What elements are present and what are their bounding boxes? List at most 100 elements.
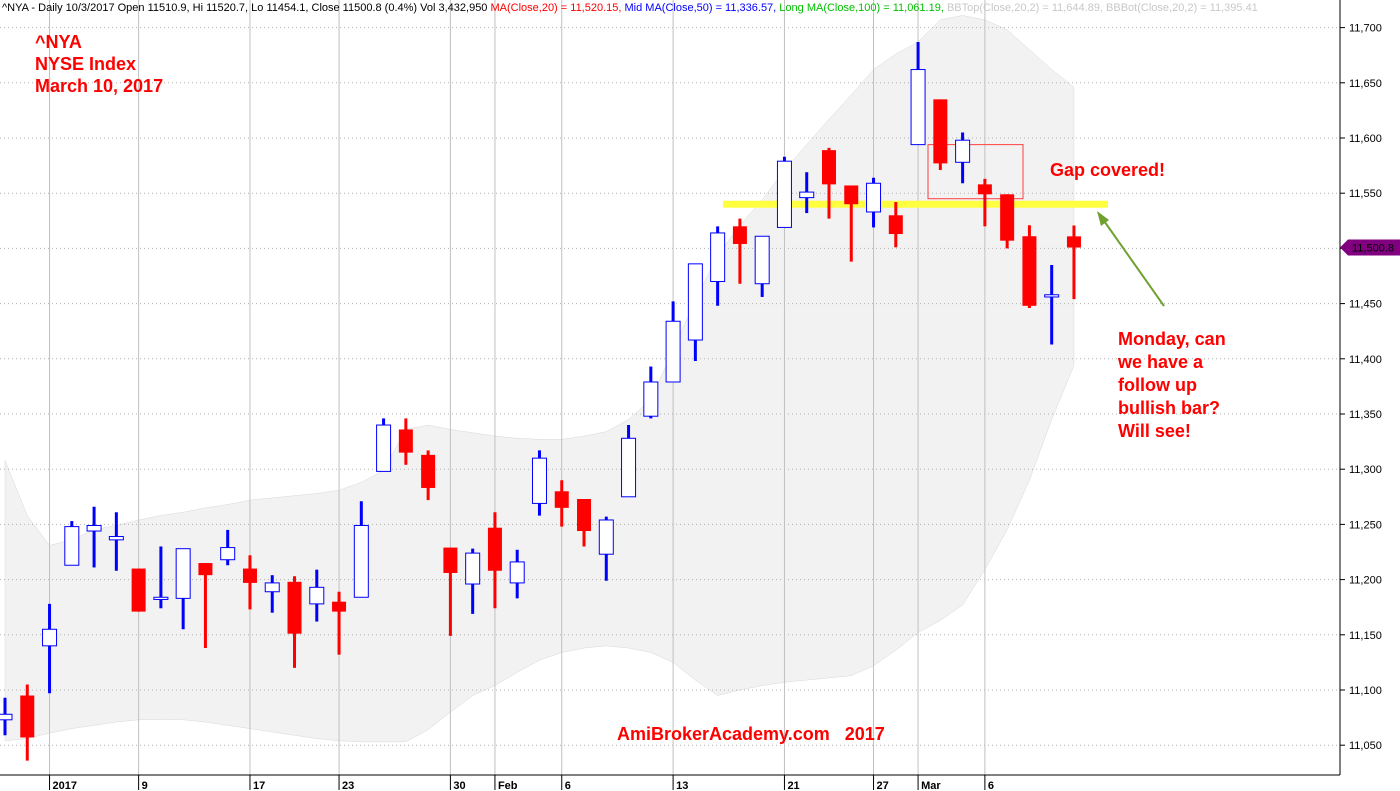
- header-segment: Long MA(Close,100) = 11,061.19,: [779, 2, 947, 14]
- comment-line: bullish bar?: [1118, 398, 1220, 418]
- x-tick-label: Feb: [498, 780, 518, 791]
- candle-body: [776, 160, 792, 228]
- candle-body: [1044, 294, 1060, 298]
- candle-body: [531, 457, 547, 504]
- candle-body: [220, 547, 236, 561]
- y-tick-label: 11,550: [1349, 188, 1382, 200]
- candle-body: [332, 601, 347, 612]
- candle-body: [754, 235, 770, 285]
- comment-line: we have a: [1117, 352, 1204, 372]
- arrow-shaft: [1101, 217, 1165, 307]
- candle-body: [687, 263, 703, 341]
- y-tick-label: 11,400: [1349, 354, 1382, 366]
- candle-body: [665, 320, 681, 383]
- x-tick-label: 2017: [53, 780, 77, 791]
- comment-line: follow up: [1118, 375, 1197, 395]
- marks-layer: [0, 41, 1108, 761]
- y-tick-label: 11,250: [1349, 519, 1382, 531]
- candle-body: [353, 524, 369, 598]
- candle-body: [131, 568, 146, 612]
- header-segment: MA(Close,20) = 11,520.15,: [490, 2, 624, 14]
- comment-line: Will see!: [1118, 421, 1191, 441]
- candle-body: [287, 581, 302, 634]
- candle-body: [955, 139, 971, 163]
- candle-body: [799, 191, 815, 199]
- x-tick-label: Mar: [921, 780, 941, 791]
- header-segment: Mid MA(Close,50) = 11,336.57,: [625, 2, 780, 14]
- candle-body: [86, 524, 102, 532]
- candle-body: [398, 429, 413, 453]
- candle-body: [554, 491, 569, 508]
- watermark: AmiBrokerAcademy.com 2017: [617, 724, 885, 744]
- comment-line: Monday, can: [1118, 329, 1226, 349]
- y-tick-label: 11,600: [1349, 133, 1382, 145]
- x-tick-label: 30: [453, 780, 465, 791]
- candle-body: [376, 424, 392, 472]
- candle-body: [108, 536, 124, 541]
- y-tick-label: 11,300: [1349, 464, 1382, 476]
- candle-body: [710, 232, 726, 283]
- candle-body: [1022, 236, 1037, 306]
- header-segment: ^NYA - Daily 10/3/2017 Open 11510.9, Hi …: [2, 2, 490, 14]
- y-tick-label: 11,700: [1349, 23, 1382, 35]
- y-tick-label: 11,150: [1349, 630, 1382, 642]
- title-line: March 10, 2017: [35, 76, 163, 96]
- candle-body: [487, 527, 502, 571]
- y-tick-label: 11,100: [1349, 685, 1382, 697]
- candle-body: [421, 454, 436, 488]
- candle-body: [910, 69, 926, 146]
- gap-box: [927, 144, 1024, 200]
- last-price-label: 11,500.8: [1352, 243, 1394, 255]
- title-line: ^NYA: [35, 32, 82, 52]
- candle-body: [64, 526, 80, 566]
- y-tick-label: 11,050: [1349, 740, 1382, 752]
- x-tick-label: 17: [253, 780, 265, 791]
- x-tick-label: 9: [142, 780, 148, 791]
- last-price-tag: [1340, 239, 1400, 256]
- candle-body: [933, 99, 948, 164]
- x-tick-label: 6: [565, 780, 571, 791]
- grid-layer: [0, 0, 1340, 775]
- candle-body: [888, 215, 903, 235]
- axis-background: [1340, 0, 1400, 791]
- candle-body: [866, 182, 882, 213]
- candle-body: [242, 568, 257, 583]
- candle-body: [577, 499, 592, 532]
- candle-body: [1066, 236, 1081, 248]
- candle-body: [1000, 194, 1015, 241]
- candle-body: [0, 713, 13, 721]
- candle-body: [598, 519, 614, 555]
- candle-body: [977, 184, 992, 195]
- candle-body: [309, 586, 325, 605]
- y-tick-label: 11,450: [1349, 299, 1382, 311]
- x-tick-label: 21: [787, 780, 799, 791]
- candle-body: [643, 381, 659, 417]
- candle-body: [732, 226, 747, 244]
- y-tick-label: 11,350: [1349, 409, 1382, 421]
- candle-body: [821, 150, 836, 185]
- candle-body: [20, 695, 35, 738]
- arrow-head: [1097, 211, 1109, 226]
- candle-body: [198, 563, 213, 576]
- candle-body: [443, 547, 458, 573]
- candle-body: [844, 185, 859, 205]
- candle-body: [465, 552, 481, 585]
- candle-body: [153, 596, 169, 600]
- gap-note: Gap covered!: [1050, 160, 1165, 180]
- x-tick-label: 13: [676, 780, 688, 791]
- candle-body: [621, 437, 637, 498]
- axis-layer: 11,050 11,100 11,150 11,200 11,250 11,300 11,3…: [49, 23, 1400, 791]
- header: ^NYA - Daily 10/3/2017 Open 11510.9, Hi …: [2, 2, 1258, 14]
- candle-body: [509, 561, 525, 584]
- candle-body: [264, 582, 280, 593]
- x-tick-label: 6: [988, 780, 994, 791]
- x-tick-label: 23: [342, 780, 354, 791]
- x-tick-label: 27: [877, 780, 889, 791]
- y-tick-label: 11,200: [1349, 575, 1382, 587]
- candle-body: [42, 628, 58, 647]
- header-segment: BBBot(Close,20,2) = 11,395.41: [1106, 2, 1258, 14]
- title-line: NYSE Index: [35, 54, 136, 74]
- candle-body: [175, 548, 191, 599]
